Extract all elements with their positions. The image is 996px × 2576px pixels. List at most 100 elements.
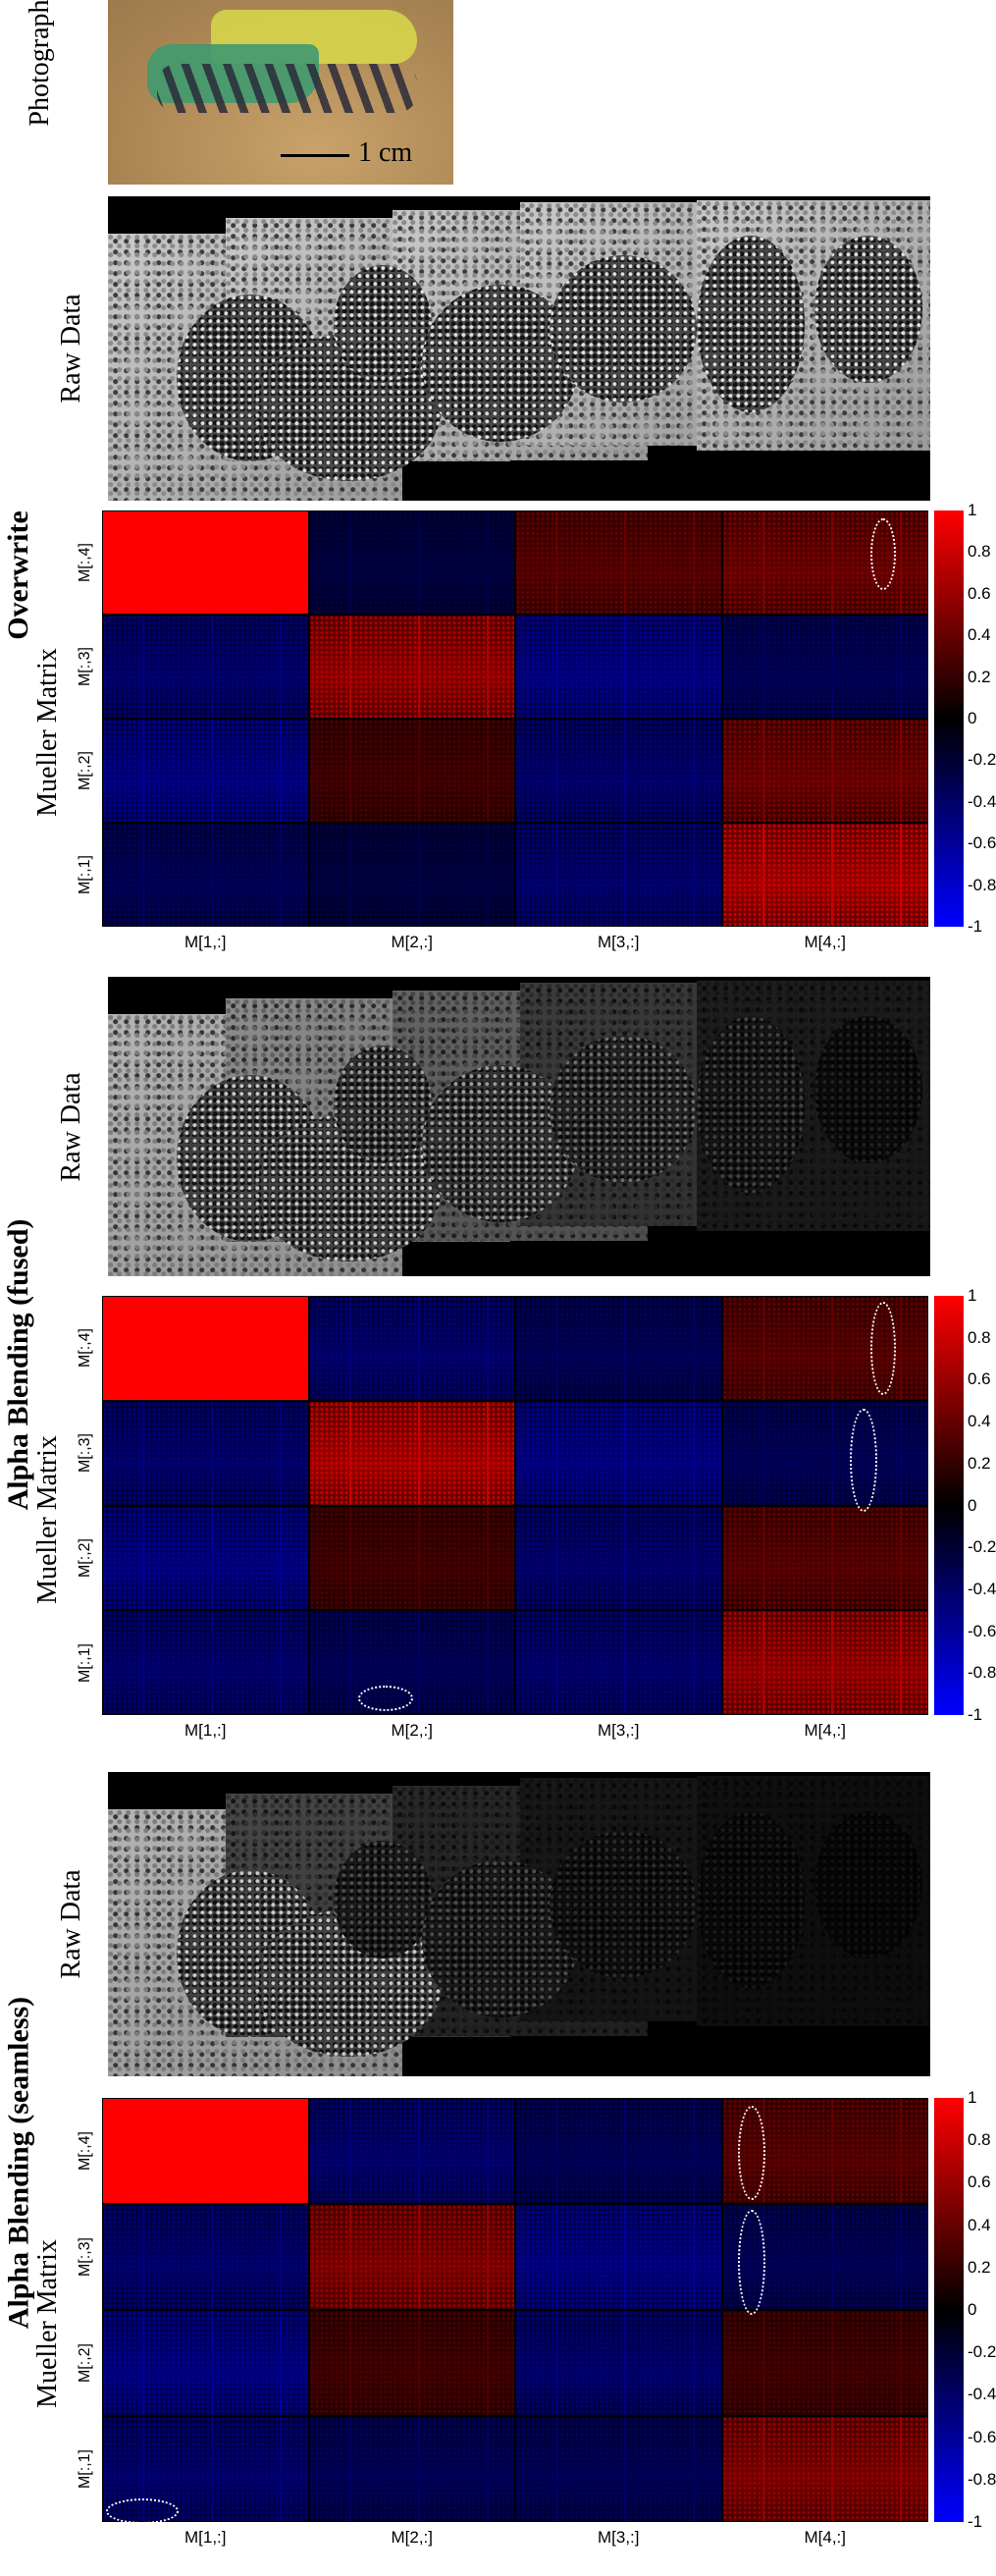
matrix-cell-r3-c4	[722, 2311, 927, 2415]
matrix-col-label: M[3,:]	[597, 933, 640, 951]
matrix-cell-r1-c2	[309, 511, 514, 614]
matrix-cell-r2-c4	[722, 1401, 927, 1505]
matrix-cell-r2-c4	[722, 616, 927, 718]
colorbar-tick-label: -0.2	[968, 750, 996, 770]
matrix-row-label: M[:,3]	[77, 2237, 93, 2278]
matrix-cell-r2-c3	[516, 616, 721, 718]
colorbar-tick-label: -1	[968, 1705, 983, 1724]
raw-data-image	[108, 196, 930, 501]
matrix-cell-r1-c1	[103, 511, 308, 614]
matrix-col-label: M[4,:]	[804, 1721, 846, 1740]
colorbar-tick-label: -0.8	[968, 875, 996, 894]
highlight-ellipse	[106, 2498, 179, 2525]
matrix-cell-r4-c1	[103, 824, 308, 926]
mueller-matrix-label: Mueller Matrix	[32, 2239, 63, 2408]
ink-blob	[550, 1831, 697, 1978]
raw-data-label: Raw Data	[56, 1071, 86, 1182]
colorbar-tick-label: 0.2	[968, 667, 991, 686]
ink-blob	[334, 1841, 432, 1959]
colorbar-tick-label: -1	[968, 917, 983, 936]
matrix-col-label: M[2,:]	[391, 1721, 433, 1740]
colorbar-tick-label: -0.4	[968, 791, 996, 811]
colorbar-tick-label: -0.8	[968, 2469, 996, 2489]
mueller-matrix-grid	[102, 1296, 928, 1715]
colorbar-tick-label: -0.2	[968, 2342, 996, 2362]
colorbar-tick-label: -0.4	[968, 1579, 996, 1598]
highlight-ellipse	[850, 1408, 877, 1513]
colorbar	[934, 2098, 964, 2522]
ink-blob	[334, 265, 432, 383]
matrix-cell-r1-c3	[516, 2099, 721, 2203]
highlight-ellipse	[738, 2210, 766, 2315]
colorbar-tick-label: 0.6	[968, 1369, 991, 1389]
matrix-cell-r4-c3	[516, 824, 721, 926]
colorbar-tick-label: 0.8	[968, 1327, 991, 1347]
mueller-matrix-label: Mueller Matrix	[32, 648, 63, 817]
colorbar-tick-label: 0.4	[968, 2215, 991, 2234]
matrix-row-label: M[:,2]	[77, 751, 93, 791]
ink-blob	[422, 1860, 579, 2017]
matrix-cell-r1-c2	[309, 1297, 514, 1400]
scale-bar-label: 1 cm	[358, 137, 413, 168]
colorbar-tick-label: -1	[968, 2512, 983, 2531]
colorbar-tick-label: 1	[968, 1286, 977, 1305]
photograph-image: 1 cm	[108, 0, 453, 185]
ink-dark-writing	[157, 64, 417, 113]
matrix-col-label: M[2,:]	[391, 933, 433, 951]
matrix-cell-r4-c4	[722, 824, 927, 926]
colorbar-tick-label: -0.6	[968, 833, 996, 853]
matrix-row-label: M[:,4]	[77, 543, 93, 583]
matrix-cell-r1-c3	[516, 511, 721, 614]
ink-blob	[814, 1811, 922, 1959]
matrix-row-label: M[:,2]	[77, 1537, 93, 1578]
mueller-matrix-label: Mueller Matrix	[32, 1435, 63, 1604]
colorbar-tick-label: 0.4	[968, 625, 991, 645]
photography-side-label: Photography	[25, 0, 55, 127]
matrix-cell-r1-c4	[722, 1297, 927, 1400]
ink-blob	[177, 1870, 324, 2037]
matrix-cell-r4-c4	[722, 1611, 927, 1714]
scale-bar	[281, 154, 349, 157]
matrix-cell-r3-c3	[516, 720, 721, 822]
colorbar-tick-label: -0.2	[968, 1537, 996, 1557]
raw-data-label: Raw Data	[56, 294, 86, 403]
matrix-cell-r1-c4	[722, 511, 927, 614]
ink-blob	[697, 1811, 805, 1988]
highlight-ellipse	[358, 1686, 414, 1712]
matrix-col-label: M[3,:]	[597, 2528, 640, 2547]
matrix-cell-r4-c2	[309, 2417, 514, 2521]
matrix-cell-r4-c3	[516, 1611, 721, 1714]
matrix-cell-r2-c1	[103, 616, 308, 718]
colorbar-tick-label: 0	[968, 1495, 977, 1515]
matrix-row-label: M[:,2]	[77, 2343, 93, 2384]
highlight-ellipse	[738, 2106, 766, 2200]
colorbar-tick-label: -0.6	[968, 2427, 996, 2446]
matrix-cell-r1-c1	[103, 1297, 308, 1400]
matrix-row-label: M[:,1]	[77, 855, 93, 895]
matrix-cell-r2-c3	[516, 2205, 721, 2309]
matrix-cell-r3-c3	[516, 1506, 721, 1610]
matrix-cell-r4-c3	[516, 2417, 721, 2521]
colorbar-tick-label: -0.6	[968, 1621, 996, 1640]
colorbar-tick-label: 0.8	[968, 542, 991, 562]
highlight-ellipse	[870, 518, 897, 590]
matrix-col-label: M[4,:]	[804, 2528, 846, 2547]
matrix-row-label: M[:,4]	[77, 1328, 93, 1368]
ink-blob	[697, 236, 805, 412]
matrix-row-label: M[:,1]	[77, 2449, 93, 2490]
matrix-cell-r2-c3	[516, 1401, 721, 1505]
matrix-cell-r3-c1	[103, 2311, 308, 2415]
ink-blob	[550, 255, 697, 402]
matrix-cell-r2-c2	[309, 2205, 514, 2309]
matrix-row-label: M[:,3]	[77, 647, 93, 687]
matrix-cell-r3-c3	[516, 2311, 721, 2415]
ink-blob	[814, 236, 922, 383]
mueller-matrix-grid	[102, 510, 928, 927]
matrix-row-label: M[:,1]	[77, 1642, 93, 1683]
raw-data-label: Raw Data	[56, 1869, 86, 1979]
matrix-cell-r4-c1	[103, 1611, 308, 1714]
ink-blob	[334, 1046, 432, 1163]
colorbar-tick-label: 1	[968, 501, 977, 519]
matrix-col-label: M[1,:]	[183, 933, 227, 951]
ink-blob	[814, 1016, 922, 1163]
